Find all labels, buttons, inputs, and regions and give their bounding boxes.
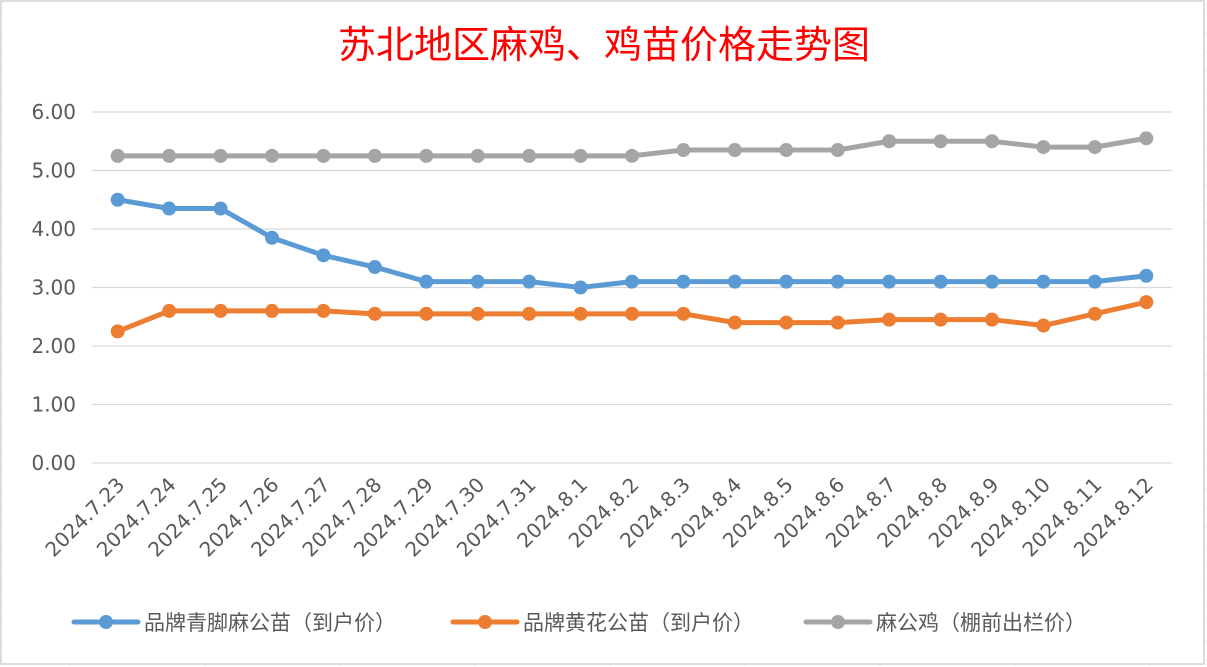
data-point xyxy=(779,143,794,158)
data-point xyxy=(985,312,999,327)
data-point xyxy=(573,148,588,163)
data-point xyxy=(573,280,588,295)
data-point xyxy=(625,148,639,163)
data-point xyxy=(985,134,999,149)
data-point xyxy=(316,148,331,163)
data-point xyxy=(779,274,794,289)
data-point xyxy=(1139,295,1154,310)
data-point xyxy=(470,306,485,321)
data-point xyxy=(1139,268,1154,283)
data-point xyxy=(882,274,897,289)
legend-marker xyxy=(478,615,492,629)
data-point xyxy=(213,303,228,318)
y-axis-ticks: 0.00 1.00 2.00 3.00 4.00 5.00 6.00 xyxy=(31,100,76,475)
legend-label: 麻公鸡（棚前出栏价） xyxy=(876,611,1086,635)
y-tick-label: 0.00 xyxy=(31,451,76,475)
y-tick-label: 6.00 xyxy=(31,100,76,124)
data-point xyxy=(933,134,948,149)
data-point xyxy=(573,306,588,321)
data-point xyxy=(1036,274,1051,289)
data-point xyxy=(933,274,948,289)
data-point xyxy=(1087,306,1102,321)
legend: 品牌青脚麻公苗（到户价） 品牌黄花公苗（到户价） 麻公鸡（棚前出栏价） xyxy=(71,611,1086,635)
data-point xyxy=(727,315,742,330)
data-point xyxy=(676,274,691,289)
data-point xyxy=(1036,318,1051,333)
data-point xyxy=(162,201,177,216)
data-point xyxy=(110,192,125,207)
data-point xyxy=(419,274,434,289)
data-point xyxy=(676,306,691,321)
data-point xyxy=(265,303,279,318)
data-point xyxy=(419,148,434,163)
data-point xyxy=(830,315,845,330)
series-group xyxy=(110,131,1154,339)
data-point xyxy=(933,312,948,327)
data-point xyxy=(625,306,639,321)
data-point xyxy=(419,306,434,321)
y-tick-label: 5.00 xyxy=(31,159,76,183)
chart-title: 苏北地区麻鸡、鸡苗价格走势图 xyxy=(338,23,870,67)
data-point xyxy=(316,248,331,263)
y-tick-label: 3.00 xyxy=(31,276,76,300)
data-point xyxy=(470,274,485,289)
data-point xyxy=(830,274,845,289)
data-point xyxy=(265,148,279,163)
data-point xyxy=(522,306,537,321)
data-point xyxy=(367,148,382,163)
data-point xyxy=(676,143,691,158)
data-point xyxy=(162,303,177,318)
y-tick-label: 4.00 xyxy=(31,217,76,241)
data-point xyxy=(316,303,331,318)
legend-marker xyxy=(99,615,113,629)
legend-marker xyxy=(831,615,845,629)
data-point xyxy=(110,324,125,339)
data-point xyxy=(470,148,485,163)
data-point xyxy=(882,134,897,149)
data-point xyxy=(830,143,845,158)
data-point xyxy=(265,230,279,245)
data-point xyxy=(1139,131,1154,146)
legend-label: 品牌黄花公苗（到户价） xyxy=(523,611,754,635)
data-point xyxy=(1087,140,1102,155)
data-point xyxy=(522,274,537,289)
data-point xyxy=(213,201,228,216)
data-point xyxy=(162,148,177,163)
data-point xyxy=(727,274,742,289)
data-point xyxy=(367,306,382,321)
y-tick-label: 2.00 xyxy=(31,334,76,358)
data-point xyxy=(110,148,125,163)
data-point xyxy=(522,148,537,163)
data-point xyxy=(625,274,639,289)
legend-label: 品牌青脚麻公苗（到户价） xyxy=(144,611,396,635)
y-tick-label: 1.00 xyxy=(31,393,76,417)
data-point xyxy=(779,315,794,330)
data-point xyxy=(727,143,742,158)
data-point xyxy=(882,312,897,327)
data-point xyxy=(1036,140,1051,155)
data-point xyxy=(367,260,382,275)
data-point xyxy=(1087,274,1102,289)
data-point xyxy=(985,274,999,289)
data-point xyxy=(213,148,228,163)
